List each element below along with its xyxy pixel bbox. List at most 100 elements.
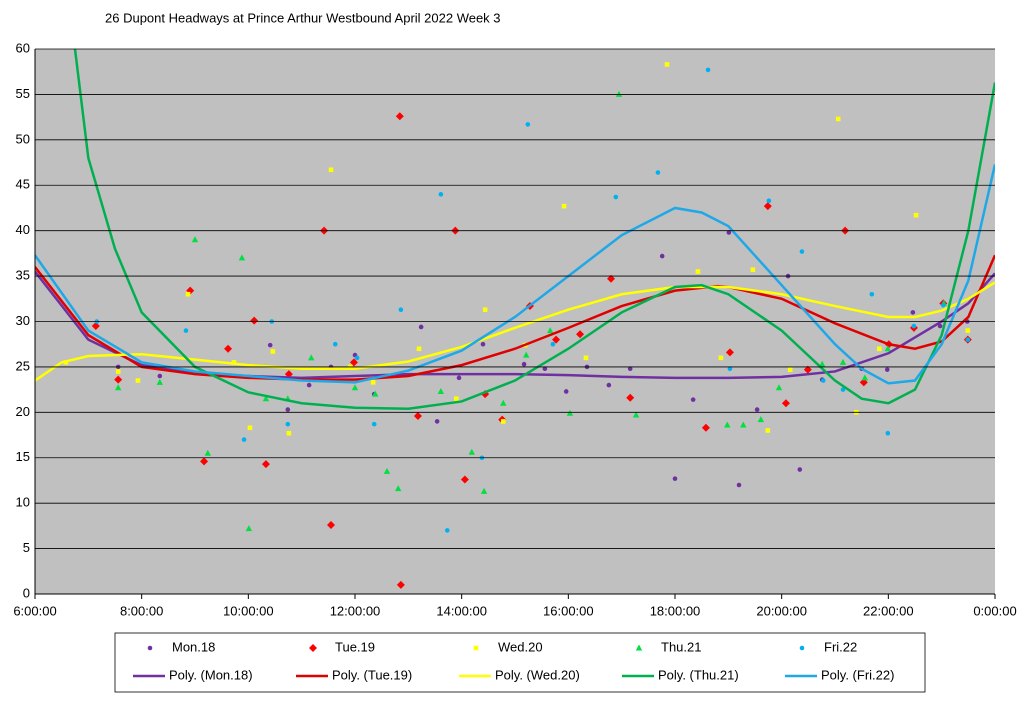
point — [607, 274, 615, 283]
legend-label: Fri.22 — [824, 639, 857, 654]
point — [500, 399, 507, 406]
y-tick-label: 45 — [16, 177, 30, 192]
trendline — [35, 164, 995, 385]
trendline — [35, 254, 995, 381]
point — [606, 382, 612, 388]
point — [383, 467, 391, 474]
trendline — [73, 49, 995, 410]
point — [695, 269, 701, 274]
point — [454, 396, 459, 402]
point — [940, 302, 946, 308]
point — [354, 355, 360, 361]
legend-label: Poly. (Thu.21) — [658, 667, 739, 682]
y-tick-label: 30 — [16, 313, 30, 328]
legend-label: Poly. (Fri.22) — [821, 667, 894, 682]
point — [750, 267, 756, 273]
x-tick-label: 16:00:00 — [543, 603, 594, 618]
point — [803, 365, 812, 374]
legend-marker — [635, 644, 643, 651]
point — [135, 378, 141, 383]
point — [819, 360, 826, 367]
point — [797, 467, 803, 472]
point — [659, 253, 665, 259]
point — [371, 421, 377, 427]
y-tick-label: 15 — [16, 449, 30, 464]
point — [245, 525, 253, 532]
y-tick-label: 40 — [16, 222, 30, 237]
y-tick-label: 10 — [16, 495, 30, 510]
y-tick-label: 20 — [16, 404, 30, 419]
point — [563, 389, 569, 394]
point — [757, 416, 765, 423]
point — [701, 423, 710, 432]
point — [523, 351, 530, 358]
x-tick-label: 6:00:00 — [13, 603, 56, 618]
point — [438, 192, 444, 197]
point — [547, 327, 554, 334]
y-tick-label: 35 — [16, 268, 30, 283]
point — [726, 230, 732, 235]
point — [835, 116, 841, 122]
point — [787, 367, 793, 372]
point — [885, 430, 891, 436]
point — [91, 322, 100, 331]
point — [398, 307, 404, 312]
point — [655, 170, 661, 175]
x-tick-label: 20:00:00 — [756, 603, 807, 618]
point — [869, 291, 875, 297]
point — [370, 380, 376, 385]
point — [626, 393, 635, 402]
point — [270, 349, 276, 354]
point — [690, 397, 696, 402]
point — [550, 341, 556, 347]
x-tick-label: 0:00:00 — [973, 603, 1016, 618]
point — [267, 342, 273, 348]
y-tick-label: 0 — [23, 585, 30, 600]
point — [204, 449, 211, 456]
legend-marker — [309, 644, 317, 652]
point — [884, 345, 891, 352]
point — [285, 407, 291, 412]
point — [480, 341, 486, 347]
point — [500, 419, 506, 424]
point — [191, 236, 199, 243]
legend-label: Poly. (Tue.19) — [332, 667, 412, 682]
point — [965, 337, 971, 342]
point — [396, 580, 405, 589]
x-tick-label: 18:00:00 — [650, 603, 701, 618]
point — [525, 122, 531, 127]
point — [521, 361, 527, 367]
point — [799, 249, 805, 254]
point — [775, 384, 783, 391]
point — [444, 528, 450, 533]
point — [820, 378, 826, 383]
point — [286, 430, 292, 436]
point — [332, 341, 338, 347]
point — [740, 421, 747, 428]
point — [876, 346, 882, 352]
point — [250, 316, 259, 325]
x-tick-label: 22:00:00 — [863, 603, 914, 618]
point — [114, 375, 123, 384]
point — [308, 354, 315, 361]
legend-label: Mon.18 — [172, 639, 215, 654]
point — [115, 384, 122, 391]
point — [306, 382, 312, 388]
point — [157, 373, 163, 379]
point — [781, 399, 790, 408]
legend-marker — [799, 645, 805, 651]
point — [224, 344, 233, 353]
legend-marker — [473, 645, 479, 651]
point — [395, 112, 404, 121]
point — [965, 328, 971, 333]
point — [583, 355, 589, 361]
legend — [114, 632, 926, 693]
y-tick-label: 25 — [16, 358, 30, 373]
trendline — [35, 281, 995, 382]
point — [840, 387, 846, 392]
point — [861, 374, 869, 381]
point — [718, 355, 724, 361]
point — [910, 310, 916, 315]
x-tick-label: 8:00:00 — [120, 603, 163, 618]
